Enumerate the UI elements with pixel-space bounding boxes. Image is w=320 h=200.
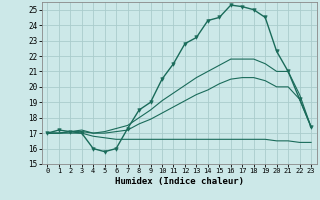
X-axis label: Humidex (Indice chaleur): Humidex (Indice chaleur) — [115, 177, 244, 186]
